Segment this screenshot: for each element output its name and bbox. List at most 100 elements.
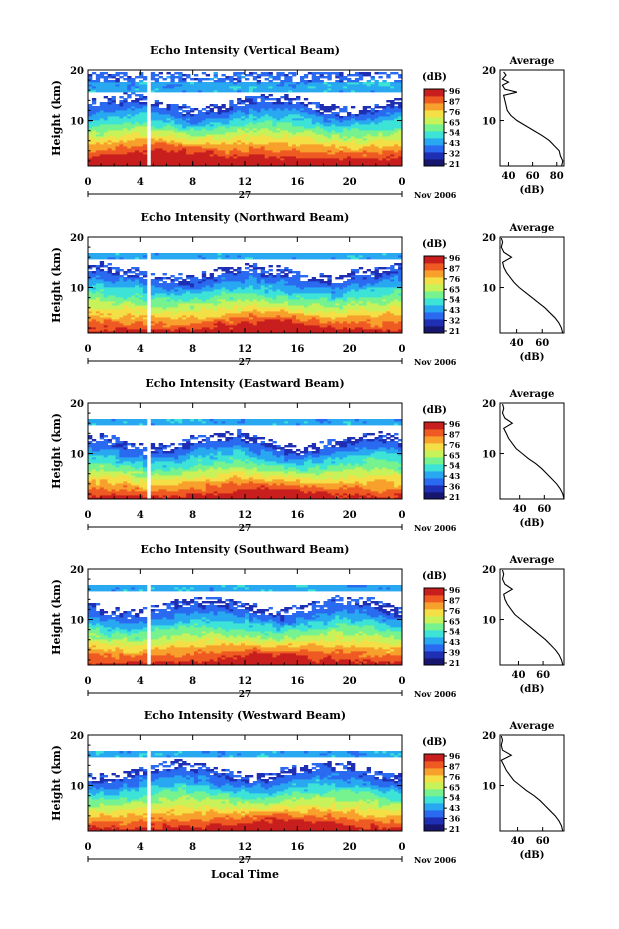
heatmap-cell [394, 116, 399, 119]
heatmap-cell [150, 329, 156, 332]
heatmap-cell [111, 146, 116, 149]
heatmap-cell [119, 253, 124, 256]
heatmap-cell [123, 164, 128, 167]
heatmap-cell [209, 273, 215, 276]
heatmap-cell [182, 78, 187, 81]
heatmap-cell [303, 116, 309, 119]
heatmap-cell [135, 84, 140, 87]
heatmap-cell [245, 313, 250, 316]
heatmap-cell [319, 156, 324, 159]
heatmap-cell [237, 110, 242, 113]
heatmap-cell [252, 86, 258, 89]
heatmap-cell [292, 86, 297, 89]
heatmap-cell [123, 257, 128, 260]
heatmap-cell [178, 128, 183, 131]
heatmap-cell [127, 80, 132, 83]
heatmap-cell [139, 82, 144, 85]
heatmap-cell [193, 154, 199, 157]
heatmap-cell [150, 116, 156, 119]
heatmap-cell [131, 303, 136, 306]
heatmap-cell [245, 126, 250, 129]
heatmap-cell [103, 112, 109, 115]
heatmap-cell [268, 138, 273, 141]
heatmap-cell [135, 285, 140, 288]
heatmap-cell [131, 80, 136, 83]
heatmap-cell [284, 110, 289, 113]
heatmap-cell [95, 305, 101, 308]
heatmap-cell [91, 297, 97, 300]
heatmap-cell [91, 156, 97, 159]
heatmap-cell [272, 164, 277, 167]
heatmap-cell [115, 315, 120, 318]
heatmap-cell [221, 116, 226, 119]
heatmap-cell [127, 279, 132, 282]
heatmap-cell [276, 162, 281, 165]
heatmap-cell [95, 299, 101, 302]
heatmap-cell [245, 110, 250, 113]
heatmap-cell [370, 146, 375, 149]
heatmap-cell [209, 128, 215, 131]
heatmap-cell [213, 283, 218, 286]
heatmap-cell [209, 291, 215, 294]
heatmap-cell [233, 140, 238, 143]
heatmap-cell [241, 148, 246, 151]
heatmap-cell [225, 78, 230, 81]
heatmap-cell [264, 283, 269, 286]
heatmap-cell [260, 311, 266, 314]
heatmap-cell [237, 311, 242, 314]
heatmap-cell [292, 82, 297, 85]
heatmap-cell [88, 144, 93, 147]
heatmap-cell [264, 140, 269, 143]
heatmap-cell [182, 307, 187, 310]
heatmap-cell [248, 150, 254, 153]
heatmap-cell [91, 162, 97, 165]
heatmap-cell [142, 313, 148, 316]
heatmap-cell [225, 257, 230, 260]
heatmap-cell [154, 142, 160, 145]
heatmap-cell [119, 124, 124, 127]
heatmap-cell [150, 76, 156, 79]
heatmap-cell [362, 88, 368, 91]
heatmap-cell [280, 299, 285, 302]
heatmap-cell [142, 148, 148, 151]
heatmap-cell [142, 158, 148, 161]
heatmap-cell [374, 158, 379, 161]
heatmap-cell [123, 154, 128, 157]
heatmap-cell [307, 144, 313, 147]
heatmap-cell [115, 130, 120, 133]
heatmap-cell [131, 279, 136, 282]
heatmap-cell [213, 148, 218, 151]
heatmap-cell [260, 138, 266, 141]
heatmap-cell [182, 301, 187, 304]
heatmap-cell [264, 78, 269, 81]
heatmap-cell [197, 283, 203, 286]
heatmap-cell [115, 164, 120, 167]
heatmap-cell [296, 160, 301, 163]
heatmap-cell [386, 140, 391, 143]
heatmap-cell [115, 257, 120, 260]
heatmap-cell [205, 281, 211, 284]
heatmap-cell [158, 72, 163, 75]
heatmap-cell [217, 156, 222, 159]
heatmap-cell [135, 269, 140, 272]
heatmap-cell [135, 299, 140, 302]
heatmap-cell [131, 86, 136, 89]
heatmap-cell [303, 74, 309, 77]
heatmap-cell [237, 146, 242, 149]
heatmap-cell [241, 158, 246, 161]
heatmap-cell [237, 164, 242, 167]
heatmap-cell [209, 323, 215, 326]
heatmap-cell [268, 76, 273, 79]
heatmap-cell [260, 110, 266, 113]
heatmap-cell [248, 114, 254, 117]
heatmap-cell [135, 253, 140, 256]
heatmap-cell [374, 126, 379, 129]
heatmap-cell [229, 120, 234, 123]
heatmap-cell [107, 154, 112, 157]
heatmap-cell [217, 319, 222, 322]
heatmap-cell [237, 315, 242, 318]
heatmap-cell [182, 283, 187, 286]
heatmap-cell [256, 325, 262, 328]
heatmap-cell [237, 277, 242, 280]
heatmap-cell [288, 148, 293, 151]
